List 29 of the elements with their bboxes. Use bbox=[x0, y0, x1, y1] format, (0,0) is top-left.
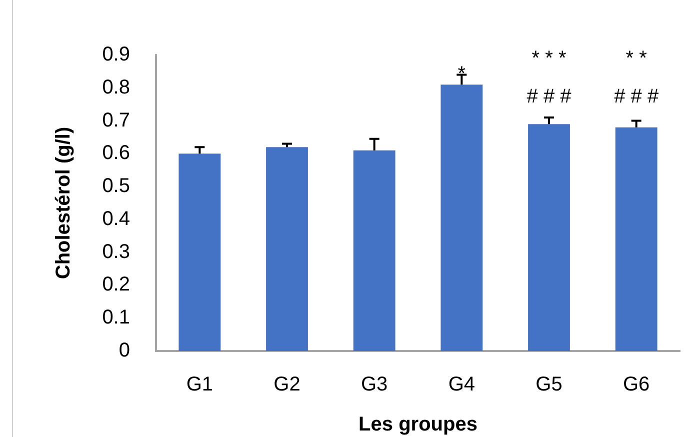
annotation: * * * bbox=[532, 48, 566, 70]
bar bbox=[266, 147, 308, 351]
y-axis-title: Cholestérol (g/l) bbox=[52, 126, 75, 280]
annotation: * * bbox=[626, 48, 648, 70]
y-tick-label: 0 bbox=[118, 340, 130, 362]
bar bbox=[615, 127, 658, 351]
y-tick-label: 0.6 bbox=[102, 142, 130, 164]
x-tick-label: G1 bbox=[186, 374, 214, 396]
y-tick-label: 0.2 bbox=[102, 274, 130, 296]
x-axis-title: Les groupes bbox=[358, 414, 478, 436]
y-tick-label: 0.5 bbox=[102, 175, 130, 198]
x-tick-label: G4 bbox=[448, 374, 476, 396]
bar bbox=[353, 150, 396, 351]
bar bbox=[528, 124, 570, 351]
y-tick-label: 0.3 bbox=[102, 240, 130, 263]
y-tick-label: 0.9 bbox=[102, 44, 130, 66]
x-tick-label: G2 bbox=[274, 374, 300, 396]
x-tick-label: G3 bbox=[360, 374, 388, 396]
annotation: # # # bbox=[526, 86, 572, 108]
y-tick-label: 0.1 bbox=[102, 306, 130, 329]
annotation: * bbox=[458, 63, 466, 86]
bar bbox=[178, 154, 221, 351]
bar bbox=[440, 84, 483, 351]
x-tick-label: G5 bbox=[536, 374, 562, 396]
y-tick-label: 0.8 bbox=[102, 76, 130, 98]
annotation: # # # bbox=[614, 86, 660, 108]
x-tick-label: G6 bbox=[622, 374, 650, 396]
y-tick-label: 0.7 bbox=[102, 109, 130, 132]
y-tick-label: 0.4 bbox=[102, 208, 130, 230]
